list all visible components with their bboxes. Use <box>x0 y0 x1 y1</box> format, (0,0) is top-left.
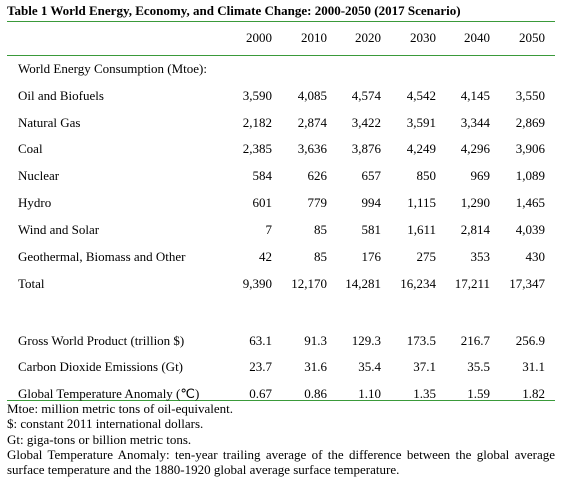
row-label: Coal <box>18 141 43 156</box>
section-label: World Energy Consumption (Mtoe): <box>18 61 208 76</box>
cell: 31.6 <box>304 359 327 374</box>
cell: 35.5 <box>467 359 490 374</box>
column-header: 2020 <box>355 30 381 45</box>
cell: 1,465 <box>515 195 545 210</box>
cell: 353 <box>470 249 491 264</box>
cell: 4,296 <box>460 141 490 156</box>
cell: 1.10 <box>358 386 381 401</box>
cell: 2,814 <box>460 222 490 237</box>
cell: 129.3 <box>351 333 381 348</box>
cell: 256.9 <box>515 333 545 348</box>
cell: 2,182 <box>242 115 272 130</box>
cell: 581 <box>361 222 382 237</box>
cell: 779 <box>307 195 328 210</box>
cell: 275 <box>416 249 437 264</box>
cell: 0.86 <box>304 386 327 401</box>
cell: 42 <box>259 249 272 264</box>
note: Gt: giga-tons or billion metric tons. <box>7 431 192 447</box>
cell: 63.1 <box>249 333 272 348</box>
cell: 3,590 <box>242 88 272 103</box>
column-header: 2030 <box>410 30 436 45</box>
cell: 1,089 <box>515 168 545 183</box>
cell: 173.5 <box>406 333 436 348</box>
column-header: 2000 <box>246 30 272 45</box>
cell: 2,874 <box>297 115 327 130</box>
cell: 0.67 <box>249 386 272 401</box>
row-label: Gross World Product (trillion $) <box>18 333 185 348</box>
table-title: Table 1 World Energy, Economy, and Clima… <box>7 3 461 18</box>
cell: 1.59 <box>467 386 490 401</box>
cell: 1.35 <box>413 386 436 401</box>
rule <box>7 400 555 401</box>
cell: 1,115 <box>407 195 436 210</box>
cell: 584 <box>252 168 273 183</box>
cell: 657 <box>361 168 382 183</box>
cell: 4,542 <box>406 88 436 103</box>
row-label: Total <box>18 276 45 291</box>
cell: 3,344 <box>460 115 490 130</box>
cell: 37.1 <box>413 359 436 374</box>
cell: 3,422 <box>351 115 381 130</box>
cell: 35.4 <box>358 359 381 374</box>
cell: 2,869 <box>515 115 545 130</box>
cell: 17,211 <box>454 276 490 291</box>
cell: 4,249 <box>406 141 436 156</box>
cell: 3,876 <box>351 141 381 156</box>
note: Global Temperature Anomaly: ten-year tra… <box>7 446 555 478</box>
row-label: Hydro <box>18 195 52 210</box>
cell: 430 <box>525 249 546 264</box>
cell: 85 <box>314 222 327 237</box>
cell: 91.3 <box>304 333 327 348</box>
notes: Mtoe: million metric tons of oil-equival… <box>7 401 555 477</box>
cell: 4,574 <box>351 88 381 103</box>
row-label: Geothermal, Biomass and Other <box>18 249 186 264</box>
row-label: Carbon Dioxide Emissions (Gt) <box>18 359 184 374</box>
rule <box>7 55 555 56</box>
cell: 3,591 <box>406 115 436 130</box>
cell: 7 <box>265 222 273 237</box>
column-header: 2050 <box>519 30 545 45</box>
column-header: 2010 <box>301 30 327 45</box>
cell: 601 <box>252 195 273 210</box>
cell: 4,085 <box>297 88 327 103</box>
column-header: 2040 <box>464 30 490 45</box>
cell: 85 <box>314 249 327 264</box>
cell: 31.1 <box>522 359 545 374</box>
cell: 4,145 <box>460 88 490 103</box>
cell: 12,170 <box>291 276 327 291</box>
cell: 850 <box>416 168 437 183</box>
rule <box>7 21 555 22</box>
cell: 16,234 <box>400 276 436 291</box>
cell: 23.7 <box>249 359 272 374</box>
cell: 3,906 <box>515 141 545 156</box>
row-label: Global Temperature Anomaly (℃) <box>18 386 200 401</box>
cell: 3,550 <box>515 88 545 103</box>
cell: 1.82 <box>522 386 545 401</box>
note: $: constant 2011 international dollars. <box>7 416 204 432</box>
cell: 3,636 <box>297 141 327 156</box>
row-label: Wind and Solar <box>18 222 100 237</box>
row-label: Oil and Biofuels <box>18 88 104 103</box>
cell: 14,281 <box>345 276 381 291</box>
cell: 994 <box>361 195 382 210</box>
cell: 176 <box>361 249 382 264</box>
cell: 4,039 <box>515 222 545 237</box>
cell: 216.7 <box>460 333 490 348</box>
note: Mtoe: million metric tons of oil-equival… <box>7 401 234 416</box>
cell: 1,611 <box>407 222 436 237</box>
row-label: Natural Gas <box>18 115 81 130</box>
cell: 2,385 <box>242 141 272 156</box>
cell: 1,290 <box>460 195 490 210</box>
cell: 626 <box>307 168 328 183</box>
cell: 9,390 <box>242 276 272 291</box>
cell: 17,347 <box>509 276 545 291</box>
row-label: Nuclear <box>18 168 60 183</box>
cell: 969 <box>470 168 491 183</box>
